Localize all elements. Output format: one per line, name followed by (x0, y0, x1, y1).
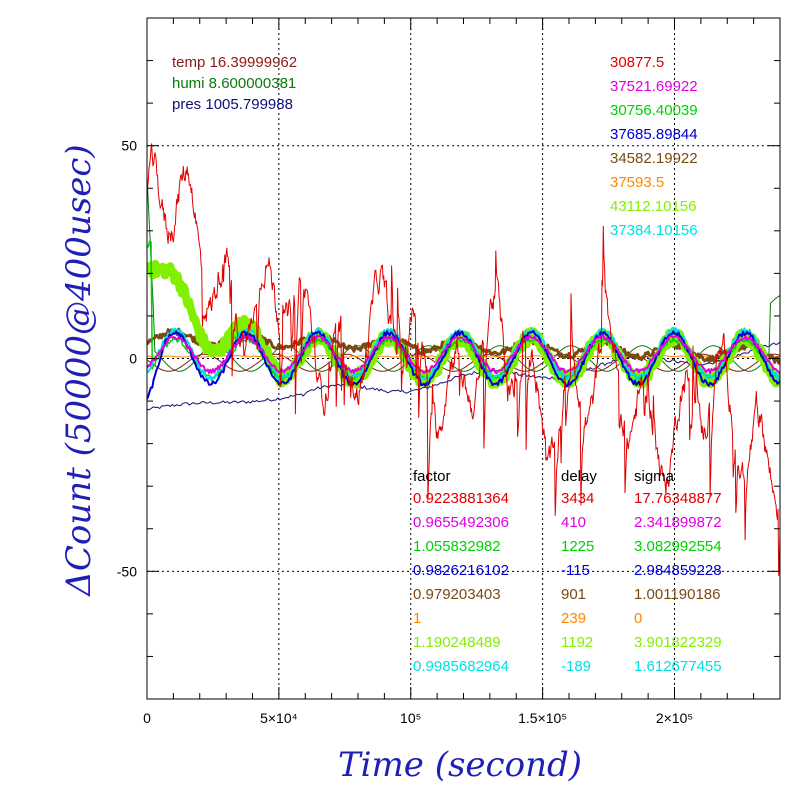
channel-value: 37593.5 (610, 174, 664, 191)
channel-value: 37685.89844 (610, 126, 698, 143)
y-tick-label: -50 (117, 563, 137, 579)
y-tick-label: 50 (121, 138, 137, 154)
table-cell: 1192 (561, 634, 593, 651)
table-cell: 901 (561, 586, 586, 603)
x-axis-title: Time (second) (338, 745, 582, 785)
table-cell: 1225 (561, 538, 594, 555)
x-tick-label: 5×10⁴ (260, 710, 298, 726)
x-tick-label: 0 (143, 710, 151, 726)
table-cell: 0.9223881364 (413, 490, 509, 507)
table-cell: 1.612677455 (634, 658, 722, 675)
x-tick-label: 10⁵ (400, 710, 421, 726)
table-cell: 2.341899872 (634, 514, 722, 531)
y-axis-title: ΔCount (50000@400usec) (59, 144, 99, 597)
environment-readout: temp 16.39999962 humi 8.600000381 pres 100… (172, 54, 297, 113)
env-readout: pres 1005.799988 (172, 96, 293, 113)
series-6 (147, 355, 780, 358)
channel-value: 43112.10156 (610, 198, 696, 215)
series-7 (147, 259, 780, 389)
x-tick-label: 2×10⁵ (656, 710, 693, 726)
table-cell: 0.979203403 (413, 586, 501, 603)
channel-value: 30877.5 (610, 54, 664, 71)
table-cell: 1 (413, 610, 421, 627)
table-cell: -115 (561, 562, 590, 579)
env-readout: temp 16.39999962 (172, 54, 297, 71)
table-cell: 3434 (561, 490, 594, 507)
y-tick-labels: -50 0 50 (117, 138, 137, 580)
table-cell: 0.9985682964 (413, 658, 509, 675)
table-cell: 3.082992554 (634, 538, 722, 555)
table-cell: 3.901822329 (634, 634, 722, 651)
series-1 (147, 143, 780, 576)
table-cell: 0.9655492306 (413, 514, 509, 531)
factor-delay-sigma-table: factor 0.9223881364 0.9655492306 1.05583298… (413, 468, 722, 675)
channel-value: 37384.10156 (610, 222, 698, 239)
channel-values: 30877.5 37521.69922 30756.40039 37685.89844… (610, 54, 698, 239)
table-header: delay (561, 468, 597, 485)
table-cell: 239 (561, 610, 586, 627)
table-cell: 17.76348877 (634, 490, 722, 507)
series-4 (147, 330, 780, 400)
series-temp (147, 353, 780, 372)
table-cell: 0 (634, 610, 642, 627)
channel-value: 34582.19922 (610, 150, 698, 167)
channel-value: 37521.69922 (610, 78, 698, 95)
table-cell: 2.984859228 (634, 562, 722, 579)
table-cell: 1.055832982 (413, 538, 501, 555)
table-header: sigma (634, 468, 675, 485)
table-cell: 1.001190186 (634, 586, 720, 603)
table-cell: -189 (561, 658, 591, 675)
x-tick-labels: 0 5×10⁴ 10⁵ 1.5×10⁵ 2×10⁵ (143, 710, 693, 726)
x-tick-label: 1.5×10⁵ (518, 710, 567, 726)
series-2 (147, 334, 780, 375)
table-header: factor (413, 468, 451, 485)
table-cell: 1.190248489 (413, 634, 501, 651)
ticks (146, 17, 781, 700)
series-humi (147, 175, 780, 372)
series-layer (147, 143, 780, 576)
env-readout: humi 8.600000381 (172, 75, 296, 92)
table-cell: 410 (561, 514, 586, 531)
table-cell: 0.9826216102 (413, 562, 509, 579)
channel-value: 30756.40039 (610, 102, 698, 119)
series-pres (147, 341, 780, 411)
y-tick-label: 0 (129, 351, 137, 367)
